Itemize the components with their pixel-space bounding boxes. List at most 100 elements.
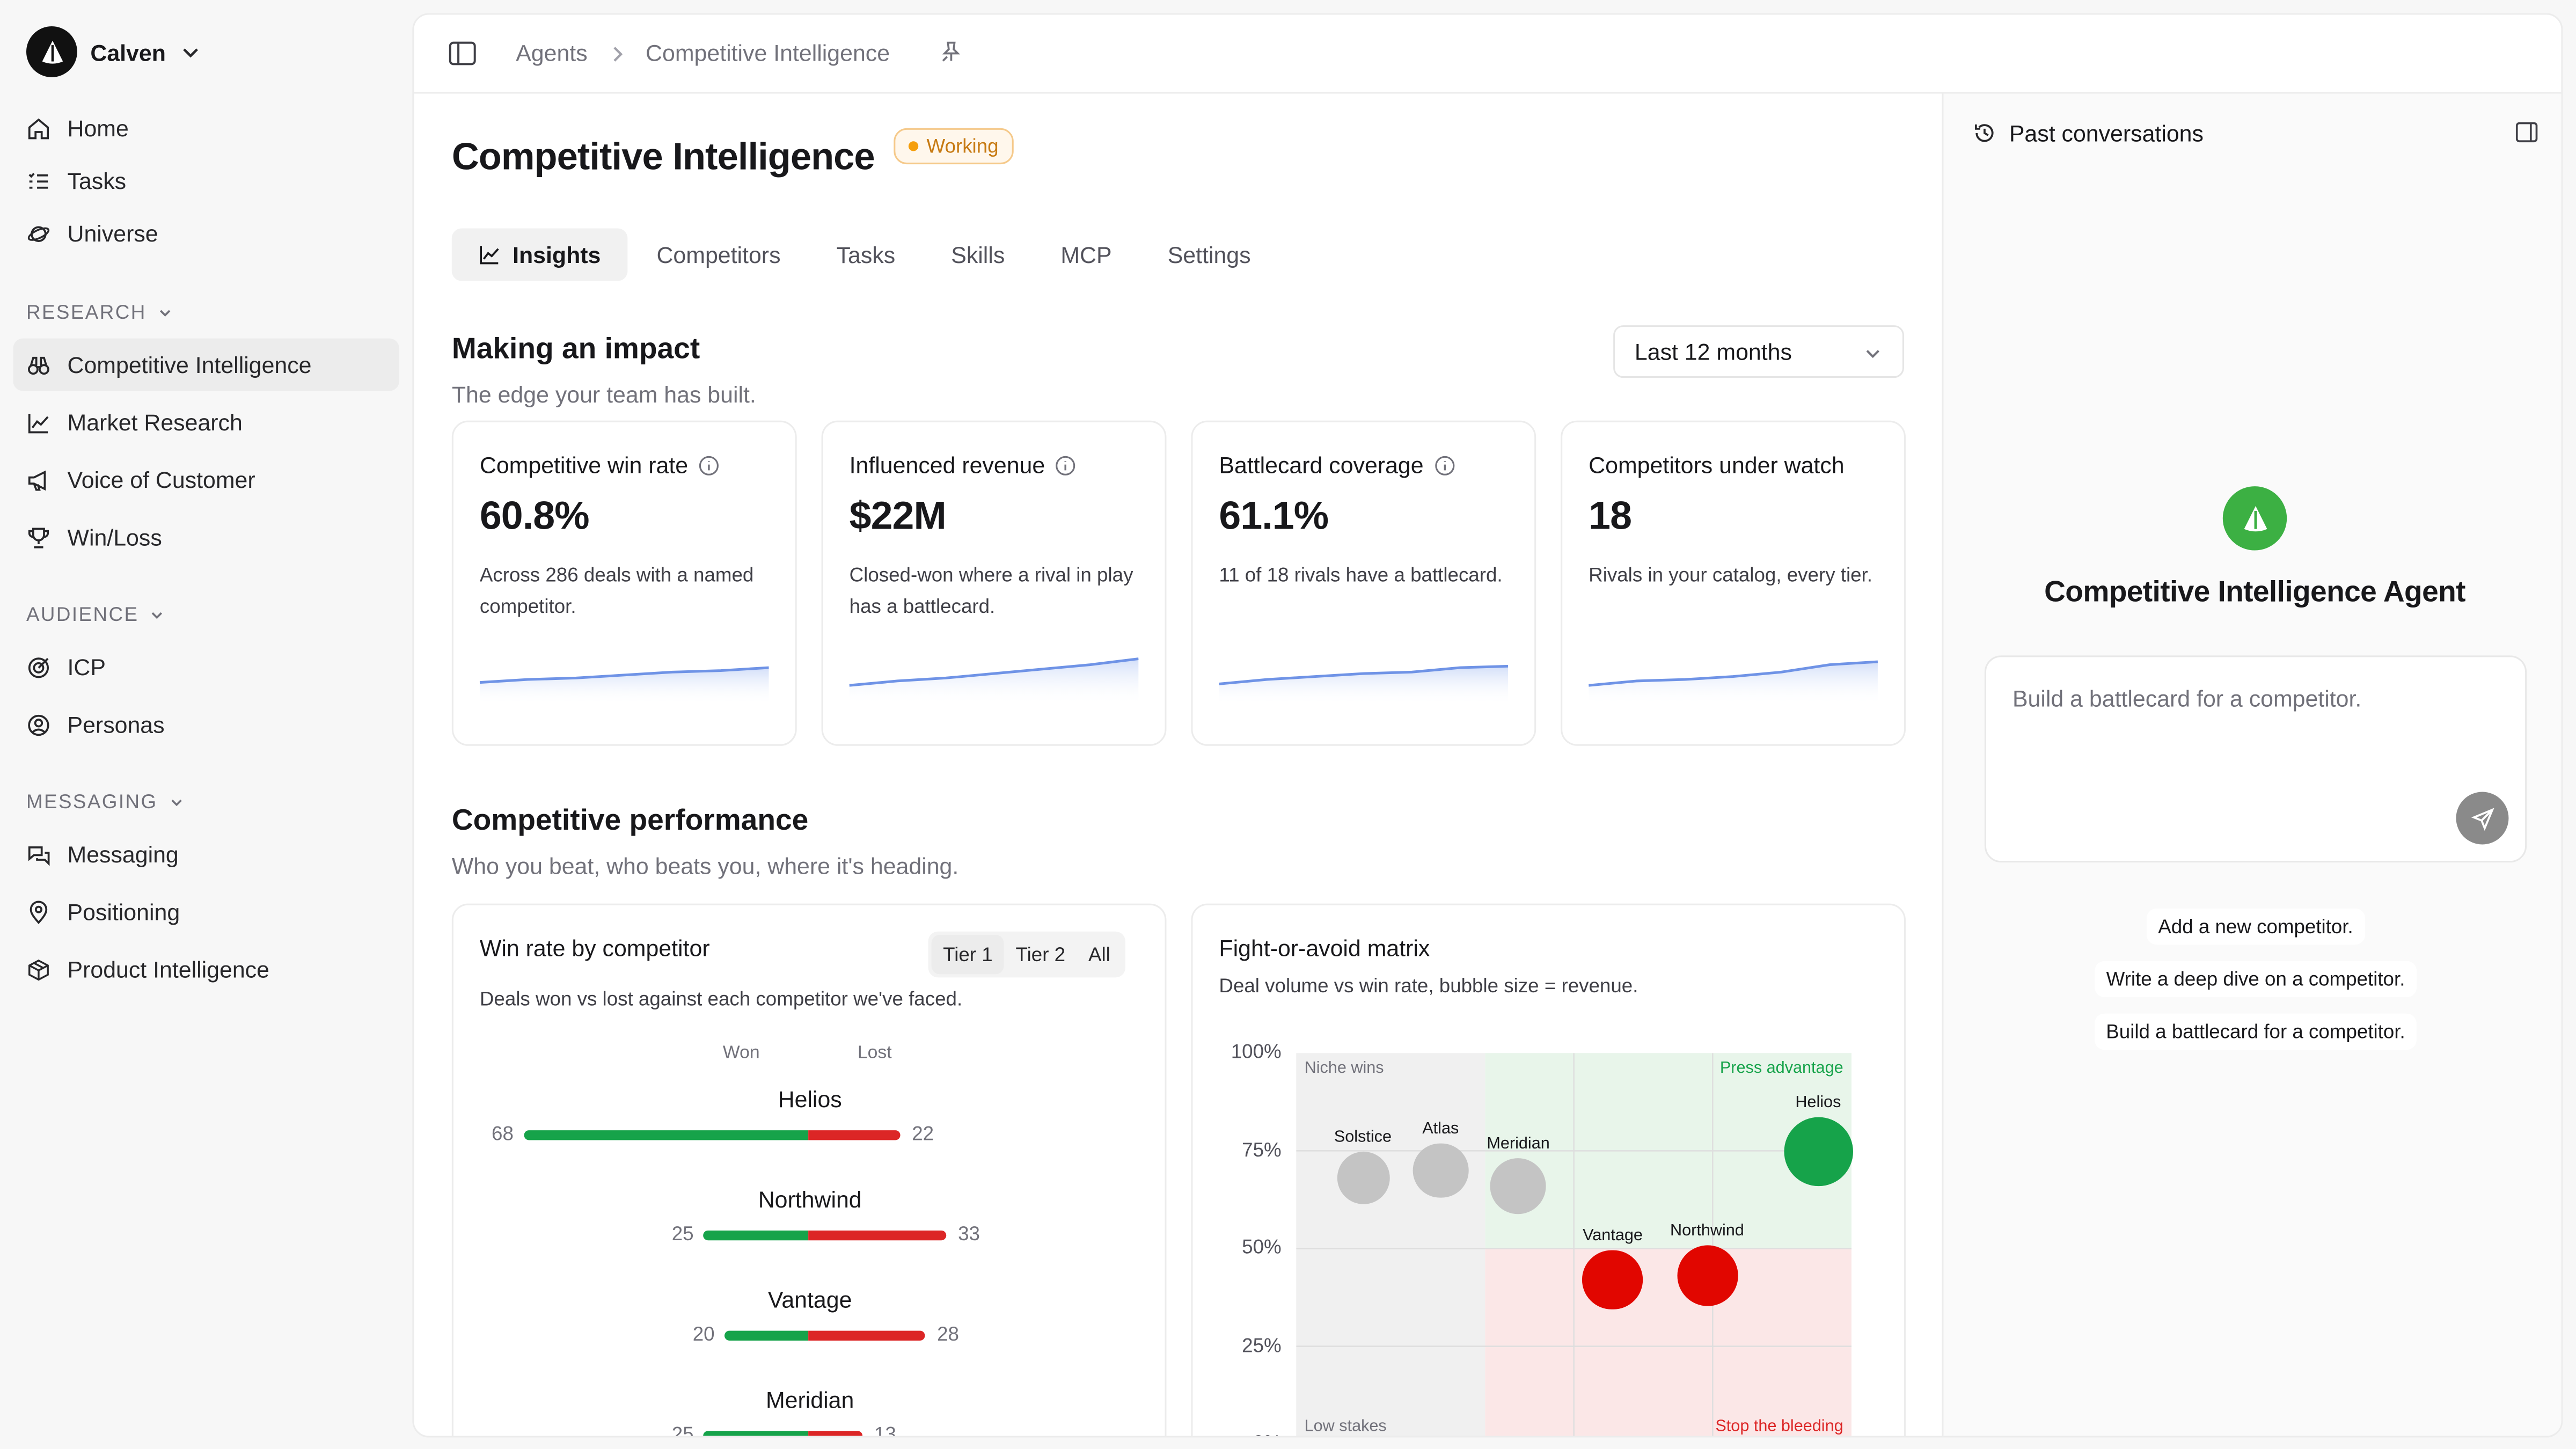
nav-universe[interactable]: Universe [13, 207, 399, 260]
tier-filter: Tier 1 Tier 2 All [928, 931, 1125, 978]
matrix-subtitle: Deal volume vs win rate, bubble size = r… [1219, 974, 1638, 998]
chat-bubbles-icon [28, 845, 50, 866]
info-icon[interactable] [1055, 454, 1077, 475]
nav-market-research-label: Market Research [67, 409, 243, 436]
nav-positioning-label: Positioning [67, 898, 180, 925]
matrix-bubble[interactable] [1677, 1245, 1738, 1307]
nav-win-loss-label: Win/Loss [67, 524, 162, 551]
tab-competitors[interactable]: Competitors [656, 241, 781, 268]
kpi-card: Competitive win rate 60.8% Across 286 deal… [451, 420, 797, 746]
nav-personas-label: Personas [67, 711, 165, 738]
agent-pane: Past conversations Competitive Intellige… [1942, 93, 2562, 1436]
section-research[interactable]: RESEARCH [26, 301, 174, 324]
quadrant-label: Low stakes [1304, 1417, 1387, 1436]
nav-market-research[interactable]: Market Research [13, 396, 399, 449]
info-icon[interactable] [698, 454, 719, 475]
sidebar-toggle-icon[interactable] [449, 41, 477, 66]
workspace-logo-icon [26, 26, 77, 77]
nav-product-intelligence[interactable]: Product Intelligence [13, 943, 399, 996]
tab-insights[interactable]: Insights [451, 228, 627, 281]
lost-value: 13 [874, 1422, 896, 1438]
panel-toggle-icon[interactable] [2515, 122, 2538, 143]
nav-icp-label: ICP [67, 654, 106, 680]
nav-competitive-intelligence[interactable]: Competitive Intelligence [13, 338, 399, 391]
pin-icon[interactable] [938, 39, 964, 65]
suggestion-chip[interactable]: Add a new competitor. [2146, 908, 2365, 945]
filter-all[interactable]: All [1088, 943, 1110, 966]
lost-header: Lost [857, 1043, 892, 1063]
nav-win-loss[interactable]: Win/Loss [13, 511, 399, 564]
chevron-down-icon [160, 309, 171, 316]
tab-settings[interactable]: Settings [1167, 241, 1251, 268]
send-button[interactable] [2456, 792, 2509, 845]
bubble-label: Atlas [1422, 1119, 1459, 1138]
matrix-bubble[interactable] [1783, 1116, 1853, 1185]
tab-tasks[interactable]: Tasks [836, 241, 896, 268]
bubble-label: Solstice [1334, 1129, 1392, 1147]
nav-voice-of-customer[interactable]: Voice of Customer [13, 453, 399, 506]
matrix-bubble[interactable] [1413, 1143, 1468, 1198]
status-dot-icon [908, 141, 919, 151]
lost-bar [808, 1431, 863, 1436]
section-audience-label: AUDIENCE [26, 603, 139, 626]
kpi-label-row: Competitive win rate [480, 452, 719, 478]
agent-prompt-input[interactable]: Build a battlecard for a competitor. [2012, 685, 2362, 712]
winrate-title: Win rate by competitor [479, 934, 710, 961]
kpi-label: Influenced revenue [849, 451, 1045, 478]
kpi-sparkline [479, 666, 769, 705]
matrix-bubble[interactable] [1583, 1249, 1643, 1310]
y-tick-label: 50% [1242, 1235, 1282, 1258]
tab-skills[interactable]: Skills [951, 241, 1005, 268]
lost-bar [808, 1330, 926, 1341]
chevron-down-icon [171, 799, 182, 806]
quadrant-low [1296, 1053, 1485, 1436]
y-tick-label: 100% [1231, 1040, 1282, 1063]
user-circle-icon [28, 714, 49, 735]
matrix-bubble[interactable] [1336, 1152, 1389, 1205]
kpi-value: 60.8% [479, 494, 590, 539]
filter-tier-2[interactable]: Tier 2 [1015, 943, 1066, 966]
won-value: 20 [692, 1322, 715, 1346]
quadrant-label: Niche wins [1304, 1059, 1384, 1078]
history-icon [1974, 124, 1994, 142]
megaphone-icon [28, 470, 46, 490]
period-select[interactable]: Last 12 months [1613, 325, 1904, 378]
suggestion-chip[interactable]: Write a deep dive on a competitor. [2095, 961, 2417, 998]
nav-personas[interactable]: Personas [13, 698, 399, 751]
nav-messaging-label: Messaging [67, 841, 179, 868]
nav-home-label: Home [67, 115, 129, 142]
insights-content: Competitive Intelligence Working Insight… [414, 93, 1942, 1438]
nav-home[interactable]: Home [13, 102, 399, 155]
send-icon [2470, 807, 2494, 830]
filter-tier-1[interactable]: Tier 1 [931, 934, 1005, 975]
nav-messaging[interactable]: Messaging [13, 828, 399, 881]
bubble-label: Meridian [1487, 1135, 1550, 1153]
breadcrumb-agents[interactable]: Agents [516, 39, 588, 66]
nav-positioning[interactable]: Positioning [13, 885, 399, 938]
workspace-switcher[interactable]: Calven [26, 26, 202, 77]
matrix-bubble[interactable] [1490, 1158, 1547, 1214]
section-research-label: RESEARCH [26, 301, 147, 324]
section-messaging[interactable]: MESSAGING [26, 790, 186, 813]
top-bar: Agents Competitive Intelligence [414, 15, 2562, 94]
kpi-value: 61.1% [1219, 494, 1329, 539]
nav-icp[interactable]: ICP [13, 641, 399, 693]
section-audience[interactable]: AUDIENCE [26, 603, 166, 626]
won-value: 25 [671, 1222, 694, 1246]
info-icon[interactable] [1433, 454, 1455, 475]
kpi-label-row: Influenced revenue [850, 452, 1077, 478]
tab-mcp[interactable]: MCP [1060, 241, 1112, 268]
performance-subtitle: Who you beat, who beats you, where it's … [451, 852, 959, 879]
kpi-label-row: Competitors under watch [1589, 452, 1844, 478]
tab-insights-label: Insights [513, 241, 601, 268]
chevron-down-icon [152, 611, 163, 618]
section-messaging-label: MESSAGING [26, 790, 158, 814]
suggestion-chip[interactable]: Build a battlecard for a competitor. [2094, 1013, 2417, 1050]
past-conversations-link[interactable]: Past conversations [2009, 120, 2204, 147]
kpi-card: Competitors under watch 18 Rivals in your … [1561, 420, 1906, 746]
nav-universe-label: Universe [67, 220, 158, 247]
kpi-description: 11 of 18 rivals have a battlecard. [1219, 563, 1503, 587]
nav-tasks[interactable]: Tasks [13, 155, 399, 207]
bubble-label: Helios [1795, 1093, 1841, 1111]
agent-prompt-box[interactable]: Build a battlecard for a competitor. [1984, 655, 2527, 863]
